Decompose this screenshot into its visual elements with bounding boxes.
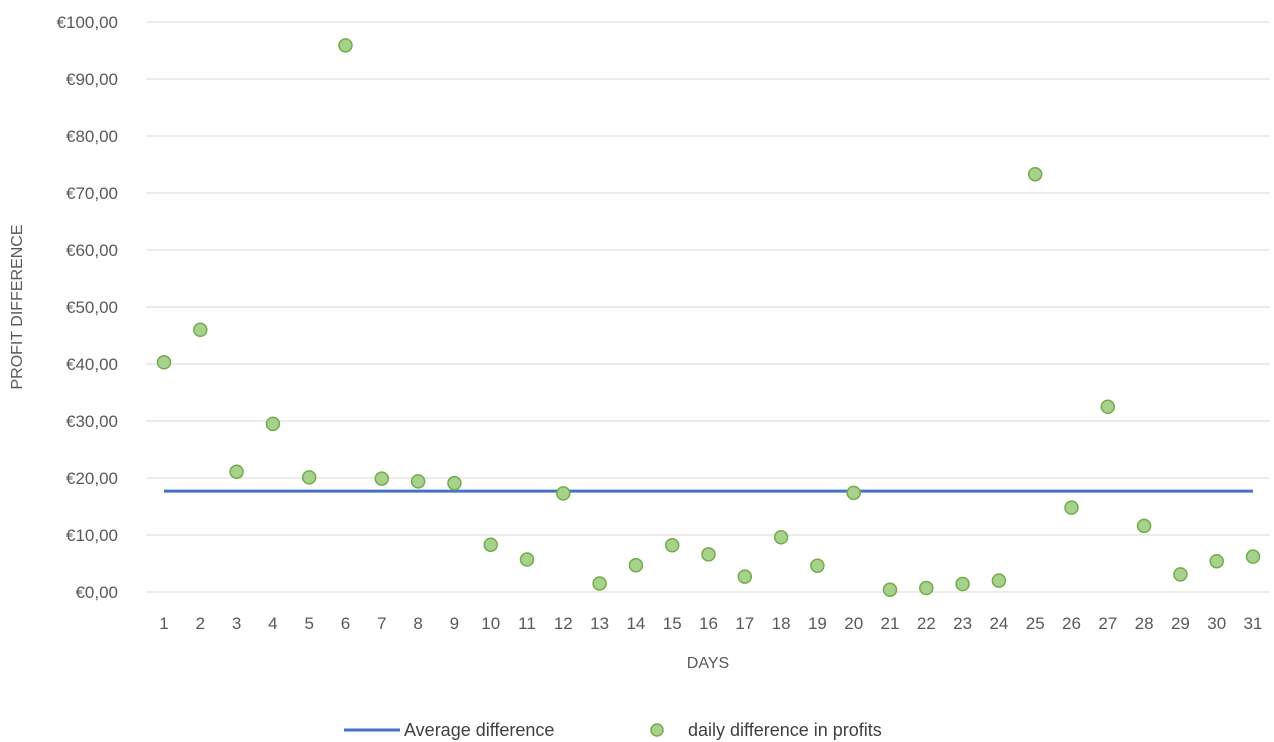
x-axis-title: DAYS <box>687 655 729 672</box>
data-point <box>991 573 1007 588</box>
data-point <box>1027 166 1043 182</box>
x-tick-label: 23 <box>953 614 972 633</box>
gridlines <box>146 21 1270 593</box>
legend-swatch-daily-difference <box>650 723 664 737</box>
legend: Average difference daily difference in p… <box>344 720 882 740</box>
data-point <box>374 471 390 486</box>
x-tick-label: 27 <box>1098 614 1117 633</box>
x-tick-label: 30 <box>1207 614 1226 633</box>
x-tick-label: 14 <box>626 614 645 633</box>
data-point <box>882 582 898 597</box>
x-tick-label: 5 <box>304 614 313 633</box>
data-point <box>955 576 970 592</box>
y-tick-label: €90,00 <box>66 70 118 89</box>
x-tick-label: 20 <box>844 614 863 633</box>
data-point <box>1245 549 1261 564</box>
x-tick-label: 28 <box>1135 614 1154 633</box>
data-point <box>664 538 680 553</box>
y-tick-label: €50,00 <box>66 298 118 317</box>
data-point <box>229 464 244 479</box>
data-point <box>193 322 208 338</box>
x-tick-label: 16 <box>699 614 718 633</box>
x-axis-tick-labels: 1 2 3 4 5 6 7 8 9 10 11 12 13 14 15 16 17 18 19 20 21 22 23 24 2… <box>159 614 1262 633</box>
y-axis-tick-labels: €0,00 €10,00 €20,00 €30,00 €40,00 €50,00 €60,0… <box>57 13 118 602</box>
x-tick-label: 6 <box>341 614 350 633</box>
y-axis-title: PROFIT DIFFERENCE <box>9 224 26 389</box>
x-tick-label: 22 <box>917 614 936 633</box>
x-tick-label: 29 <box>1171 614 1190 633</box>
y-tick-label: €10,00 <box>66 526 118 545</box>
x-tick-label: 8 <box>413 614 422 633</box>
data-point <box>1064 500 1079 515</box>
legend-label-average-difference: Average difference <box>404 720 554 740</box>
data-point <box>919 580 934 596</box>
data-point <box>701 547 716 562</box>
data-point <box>628 557 644 573</box>
x-tick-label: 26 <box>1062 614 1081 633</box>
x-tick-label: 4 <box>268 614 277 633</box>
x-tick-label: 31 <box>1244 614 1263 633</box>
x-tick-label: 25 <box>1026 614 1045 633</box>
data-point <box>1173 567 1188 582</box>
x-tick-label: 11 <box>518 614 536 633</box>
x-tick-label: 21 <box>881 614 900 633</box>
data-point <box>156 355 172 370</box>
data-point <box>810 558 825 574</box>
x-tick-label: 24 <box>989 614 1008 633</box>
y-tick-label: €20,00 <box>66 469 118 488</box>
x-tick-label: 19 <box>808 614 827 633</box>
data-point <box>338 38 353 53</box>
y-tick-label: €100,00 <box>57 13 118 32</box>
data-point <box>592 576 607 591</box>
data-point <box>483 537 498 552</box>
x-tick-label: 7 <box>377 614 386 633</box>
x-tick-label: 18 <box>772 614 791 633</box>
legend-label-daily-difference: daily difference in profits <box>688 720 882 740</box>
x-tick-label: 15 <box>663 614 682 633</box>
x-tick-label: 1 <box>159 614 168 633</box>
y-tick-label: €70,00 <box>66 184 118 203</box>
x-tick-label: 9 <box>450 614 459 633</box>
data-point <box>1136 518 1152 534</box>
data-point <box>301 470 317 485</box>
y-tick-label: €60,00 <box>66 241 118 260</box>
data-point <box>1100 399 1116 414</box>
data-point <box>737 569 753 584</box>
y-tick-label: €30,00 <box>66 412 118 431</box>
x-tick-label: 13 <box>590 614 609 633</box>
x-tick-label: 3 <box>232 614 241 633</box>
y-tick-label: €40,00 <box>66 355 118 374</box>
data-point <box>1209 553 1224 569</box>
data-point <box>265 416 281 432</box>
x-tick-label: 17 <box>735 614 754 633</box>
plot-series <box>156 38 1261 597</box>
data-point <box>410 474 426 489</box>
data-point <box>846 485 861 501</box>
data-point <box>556 486 571 501</box>
y-tick-label: €0,00 <box>75 583 118 602</box>
data-point <box>519 552 535 567</box>
x-tick-label: 10 <box>481 614 500 633</box>
x-tick-label: 12 <box>554 614 573 633</box>
data-point <box>447 475 462 491</box>
data-point <box>773 530 789 545</box>
x-tick-label: 2 <box>196 614 205 633</box>
y-tick-label: €80,00 <box>66 127 118 146</box>
